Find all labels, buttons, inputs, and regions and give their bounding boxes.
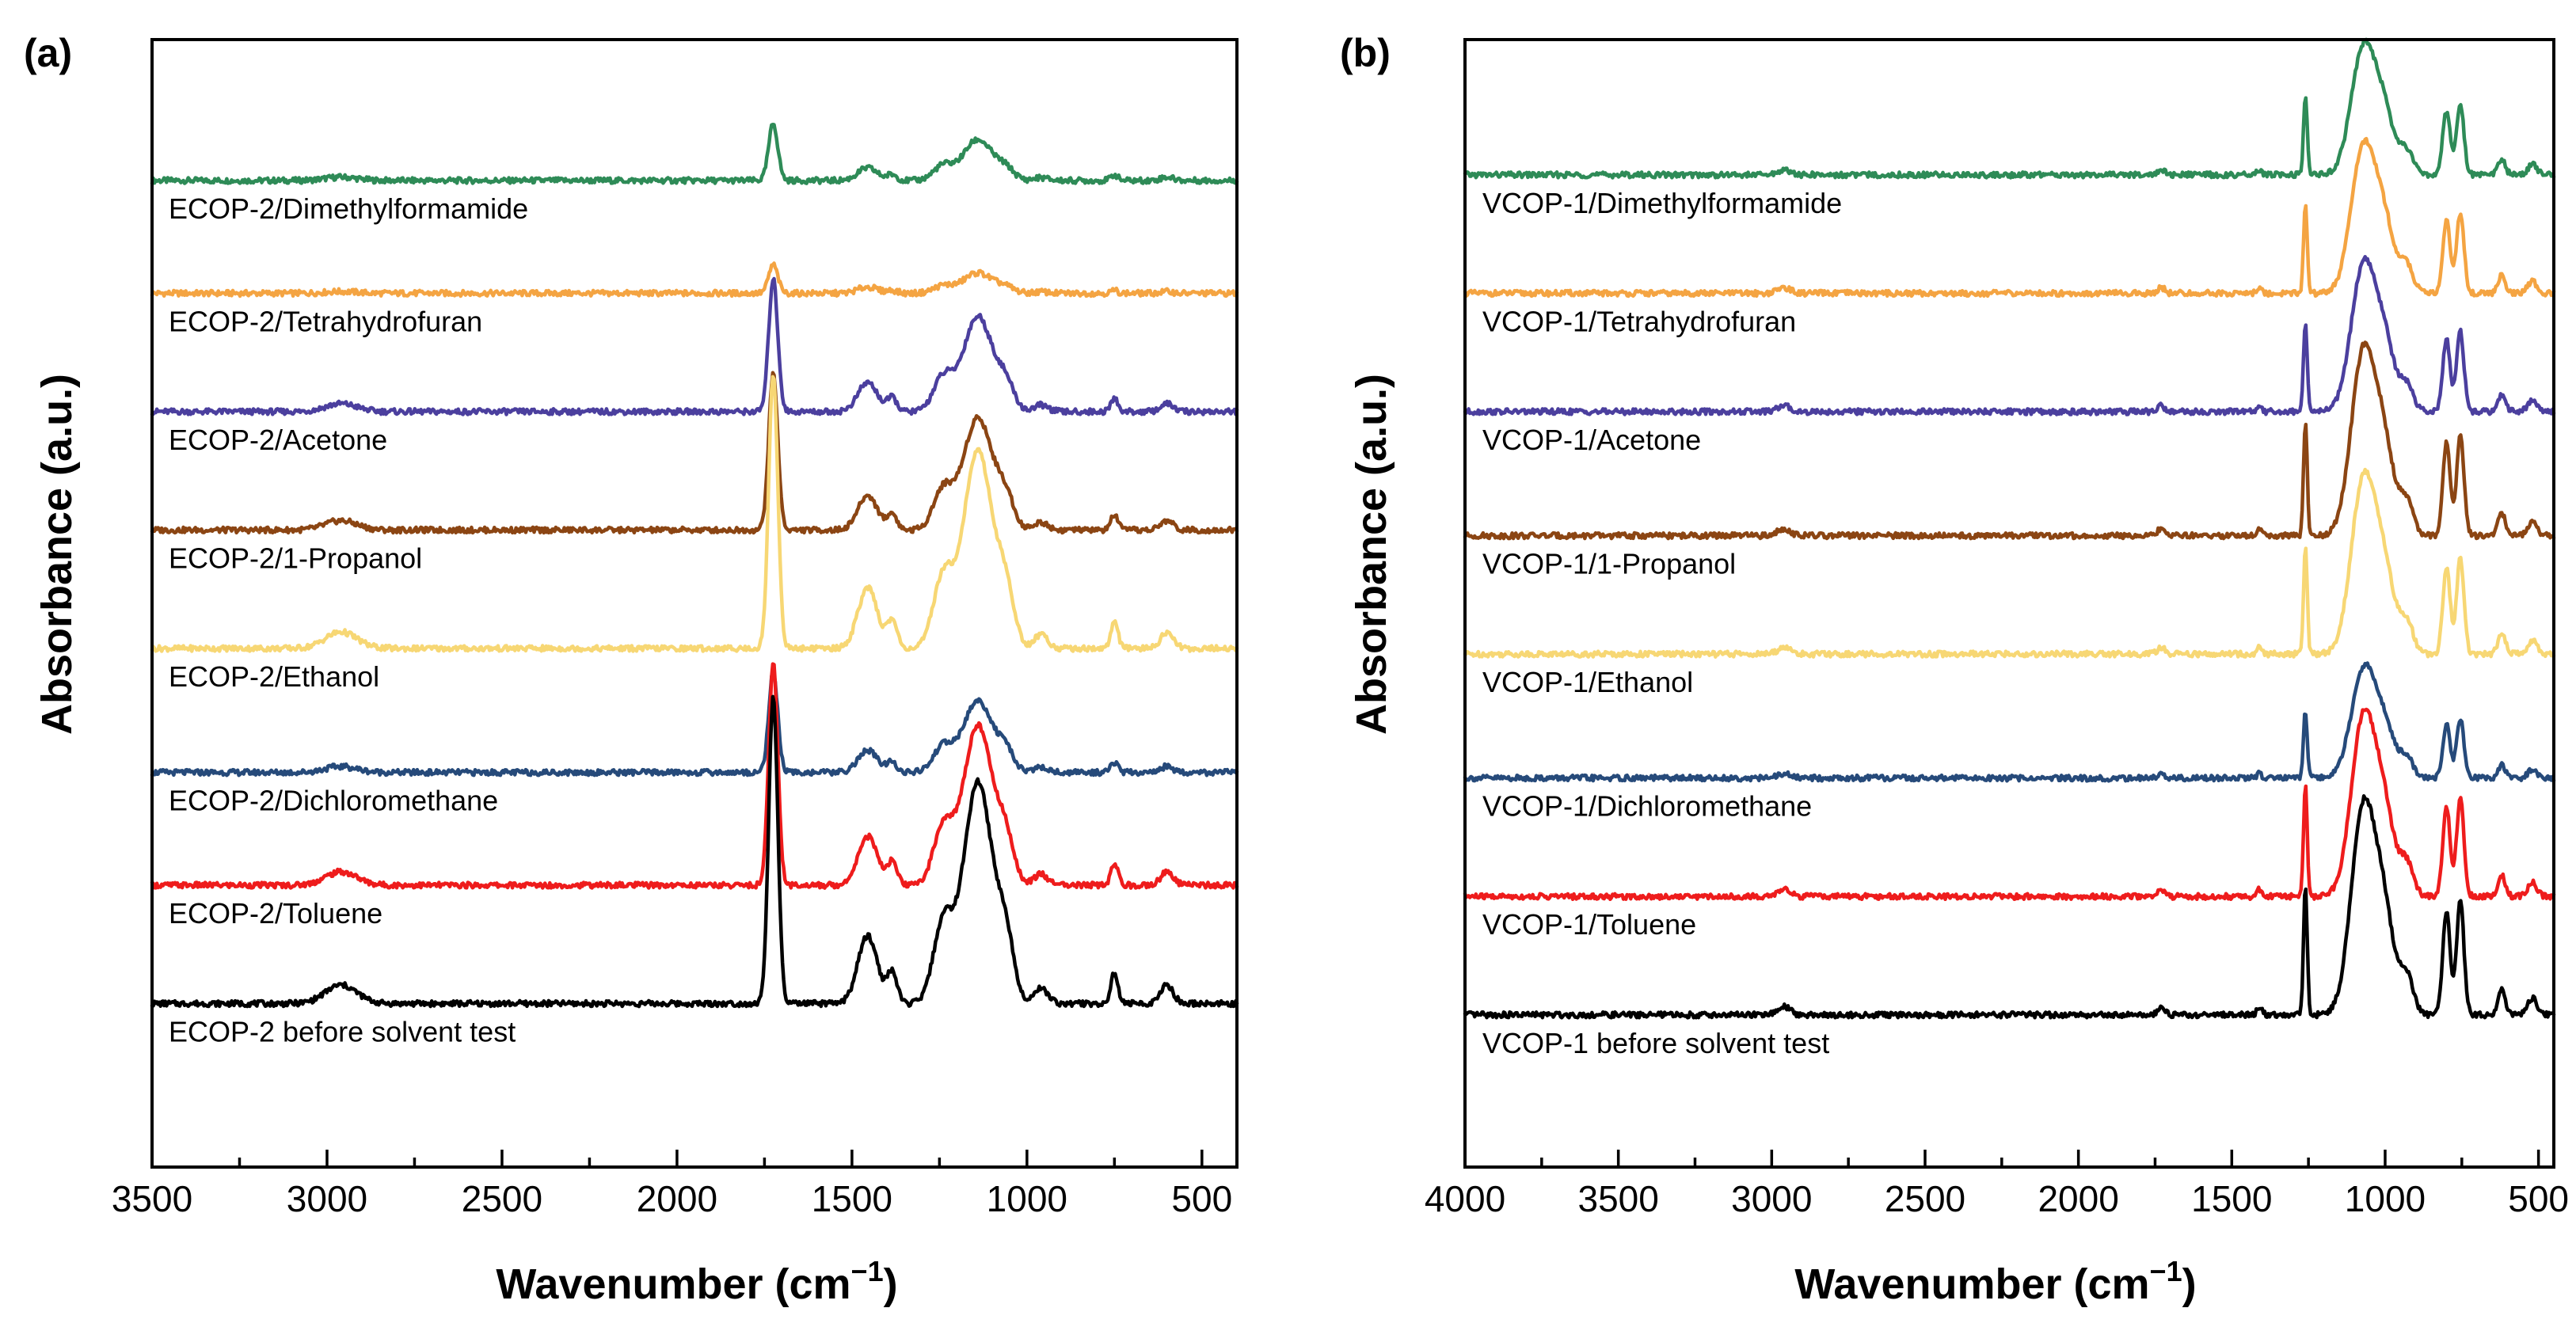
panel-b-x-tick-label: 4000 [1425, 1178, 1505, 1219]
panel-a-x-tick-label: 2000 [637, 1178, 717, 1219]
panel-a-series-label: ECOP-2/Tetrahydrofuran [169, 305, 482, 337]
panel-b-x-tick-label: 3500 [1577, 1178, 1658, 1219]
panel-a-plot-area: 3500 3000 2500 2000 1500 1000 500 ECOP-2/Dimeth… [112, 122, 1239, 1219]
panel-a-series-line [150, 672, 1239, 778]
svg-text:Wavenumber (cm−1): Wavenumber (cm−1) [1794, 1255, 2196, 1308]
panel-a-series-line [150, 261, 1239, 298]
panel-b-plot-area: 4000 3500 3000 2500 2000 1500 1000 500 VCOP-1/Di… [1425, 37, 2569, 1219]
panel-a-series-line [150, 276, 1239, 416]
panel-b-series-line [1463, 467, 2556, 659]
panel-a-series-line [150, 662, 1239, 890]
panel-a-series-label: ECOP-2 before solvent test [169, 1016, 516, 1048]
panel-b-x-axis-label: Wavenumber (cm [1794, 1260, 2149, 1308]
panel-a-label: (a) [24, 31, 72, 75]
panel-b-x-tick-label: 2500 [1885, 1178, 1965, 1219]
panel-b-x-tick-label: 1000 [2345, 1178, 2426, 1219]
panel-b-series-label: VCOP-1/Acetone [1482, 424, 1701, 456]
panel-b-x-axis-sup: −1 [2150, 1255, 2182, 1287]
panel-a-x-axis-close: ) [884, 1260, 898, 1308]
panel-a-series-label: ECOP-2/Acetone [169, 424, 387, 456]
panel-a-series-line [150, 375, 1239, 653]
panel-b-x-tick-label: 1500 [2191, 1178, 2272, 1219]
panel-b-x-axis-close: ) [2182, 1260, 2197, 1308]
panel-a-y-axis-label: Absorbance (a.u.) [33, 374, 81, 735]
panel-a-series-label: ECOP-2/Dimethylformamide [169, 192, 528, 225]
panel-b-series-line [1463, 254, 2556, 416]
panel-b-series-line [1463, 136, 2556, 298]
panel-b-series-label: VCOP-1/1-Propanol [1482, 548, 1736, 580]
panel-b-series-line [1463, 661, 2556, 783]
panel-a-x-axis-title: Wavenumber (cm−1) [496, 1255, 897, 1308]
panel-a-series-label: ECOP-2/Dichloromethane [169, 785, 498, 817]
panel-b-frame [1463, 38, 2555, 1169]
svg-text:Wavenumber (cm−1): Wavenumber (cm−1) [496, 1255, 897, 1308]
panel-a-series-line [150, 694, 1239, 1009]
panel-a-series-label: ECOP-2/1-Propanol [169, 542, 422, 574]
panel-a-x-axis-sup: −1 [851, 1255, 884, 1287]
panel-b-series-line [1463, 340, 2556, 541]
panel-a-x-axis-label: Wavenumber (cm [496, 1260, 850, 1308]
panel-b-series-line [1463, 37, 2556, 180]
panel-a-x-tick-label: 3500 [112, 1178, 192, 1219]
panel-a-series-line [150, 371, 1239, 535]
panel-b-y-axis-label: Absorbance (a.u.) [1348, 374, 1395, 735]
panel-a: (a) Absorbance (a.u.) Wavenumber (cm−1) … [24, 31, 1239, 1308]
panel-b-label: (b) [1340, 31, 1391, 75]
panel-b-series-label: VCOP-1/Dimethylformamide [1482, 187, 1842, 219]
panel-a-series-label: ECOP-2/Toluene [169, 897, 382, 930]
panel-a-x-tick-label: 2500 [462, 1178, 542, 1219]
panel-b-series-label: VCOP-1 before solvent test [1482, 1027, 1829, 1059]
panel-b-x-tick-label: 3000 [1731, 1178, 1812, 1219]
panel-b-series-label: VCOP-1/Tetrahydrofuran [1482, 305, 1796, 337]
panel-b-series-label: VCOP-1/Ethanol [1482, 666, 1693, 698]
panel-b-series-label: VCOP-1/Toluene [1482, 908, 1696, 941]
panel-a-series-label: ECOP-2/Ethanol [169, 660, 379, 693]
panel-b-x-axis-title: Wavenumber (cm−1) [1794, 1255, 2196, 1308]
panel-b-series-label: VCOP-1/Dichloromethane [1482, 790, 1812, 823]
panel-b-x-tick-label: 2000 [2038, 1178, 2118, 1219]
panel-b-series-line [1463, 794, 2556, 1020]
panel-b-series-line [1463, 707, 2556, 902]
panel-a-frame [150, 38, 1239, 1169]
panel-a-x-tick-label: 500 [1171, 1178, 1232, 1219]
panel-a-x-tick-label: 1500 [812, 1178, 892, 1219]
panel-b-x-tick-label: 500 [2508, 1178, 2569, 1219]
panel-a-series-line [150, 122, 1239, 185]
panel-a-x-tick-label: 3000 [287, 1178, 367, 1219]
panel-b: (b) Absorbance (a.u.) Wavenumber (cm−1) … [1340, 31, 2569, 1308]
panel-a-x-tick-label: 1000 [987, 1178, 1067, 1219]
